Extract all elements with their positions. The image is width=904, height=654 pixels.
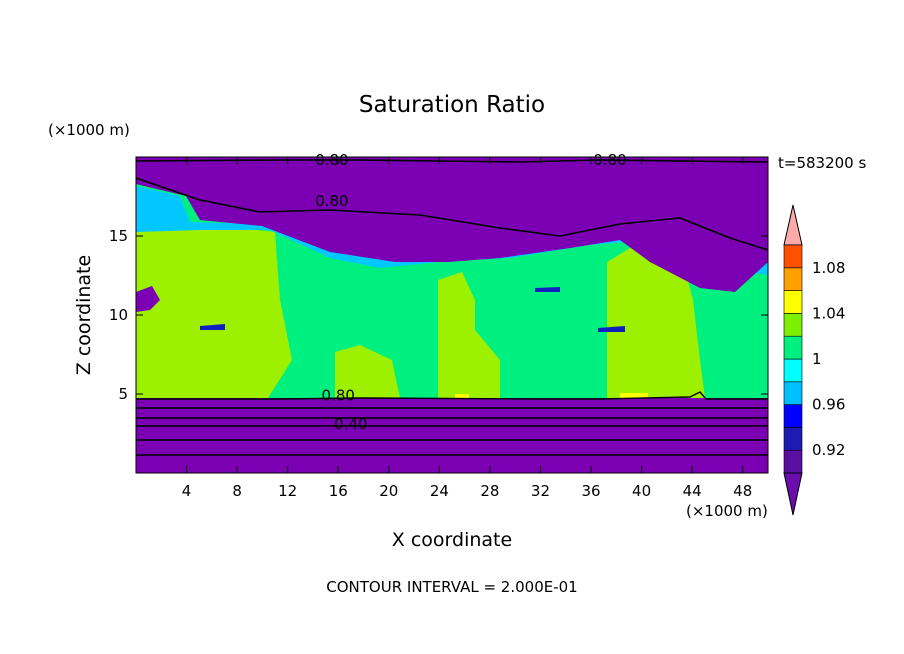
colorbar-swatch [783, 381, 803, 405]
x-tick-label: 16 [329, 482, 348, 500]
contour-line-upper [136, 177, 768, 251]
time-label: t=583200 s [778, 154, 866, 172]
colorbar-label: 1 [812, 350, 822, 368]
dry-layer-upper [136, 157, 768, 292]
y-unit-label: (×1000 m) [48, 121, 130, 139]
x-tick-label: 44 [683, 482, 702, 500]
colorbar-under-triangle [783, 472, 803, 516]
deep-streak-2 [200, 324, 225, 330]
x-unit-label: (×1000 m) [686, 502, 768, 520]
dry-streak-left [136, 286, 160, 312]
x-tick-label: 36 [581, 482, 600, 500]
contour-value-label: 0.80 [593, 151, 626, 169]
colorbar-swatch [783, 290, 803, 314]
contour-fields [136, 157, 768, 473]
deep-streak-3 [598, 326, 625, 332]
x-tick-label: 24 [430, 482, 449, 500]
x-tick-label: 4 [182, 482, 192, 500]
colorbar-swatch [783, 449, 803, 474]
colorbar-label: 0.96 [812, 396, 845, 414]
contour-value-label: 0.40 [334, 415, 367, 433]
colorbar-swatch [783, 404, 803, 428]
x-tick-label: 40 [632, 482, 651, 500]
moist-region-left [136, 226, 292, 398]
plot-area: 0.80 0.800.800.800.40 4 8 12 16 20 24 28 32 36 40 4… [109, 151, 769, 500]
chart-title: Saturation Ratio [359, 92, 545, 118]
contour-line-top [136, 159, 768, 163]
contour-interval-note: CONTOUR INTERVAL = 2.000E-01 [326, 578, 577, 596]
x-tick-label: 8 [232, 482, 242, 500]
saturated-patch-1 [455, 394, 469, 398]
colorbar-swatch [783, 358, 803, 383]
x-axis-title: X coordinate [392, 529, 512, 551]
y-axis-title: Z coordinate [73, 255, 95, 375]
colorbar-swatch [783, 335, 803, 360]
contour-labels: 0.80 0.80 0.80 0.80 0.40 [315, 151, 626, 433]
contour-line-mid [136, 391, 768, 400]
contour-value-label: 0.80 [315, 151, 348, 169]
colorbar-swatch [783, 244, 803, 269]
saturated-patch-2 [620, 393, 648, 398]
colorbar-swatch [783, 267, 803, 291]
colorbar-over-triangle [783, 204, 803, 246]
x-tick-label: 48 [733, 482, 752, 500]
y-tick-label: 10 [109, 306, 128, 324]
y-axis-ticks: 5 10 15 [109, 227, 768, 403]
contour-value-label: 0.80 [315, 192, 348, 210]
moist-region-center [335, 345, 400, 398]
dry-layer-lower [136, 398, 768, 473]
x-axis-ticks: 4 8 12 16 20 24 28 32 36 40 44 48 [182, 157, 752, 500]
x-tick-label: 32 [531, 482, 550, 500]
x-tick-label: 20 [379, 482, 398, 500]
y-tick-label: 5 [118, 385, 128, 403]
colorbar: 1.08 1.04 1 0.96 0.92 [783, 204, 845, 516]
y-tick-label: 15 [109, 227, 128, 245]
moist-region-center-right [438, 272, 500, 398]
contour-value-label: 0.80 [322, 387, 355, 405]
colorbar-label: 1.08 [812, 259, 845, 277]
colorbar-swatch [783, 313, 803, 337]
x-tick-label: 28 [480, 482, 499, 500]
x-tick-label: 12 [278, 482, 297, 500]
colorbar-label: 0.92 [812, 441, 845, 459]
moist-region-right [607, 242, 705, 398]
colorbar-label: 1.04 [812, 304, 845, 322]
colorbar-swatch [783, 427, 803, 451]
deep-streak-1 [535, 287, 560, 292]
